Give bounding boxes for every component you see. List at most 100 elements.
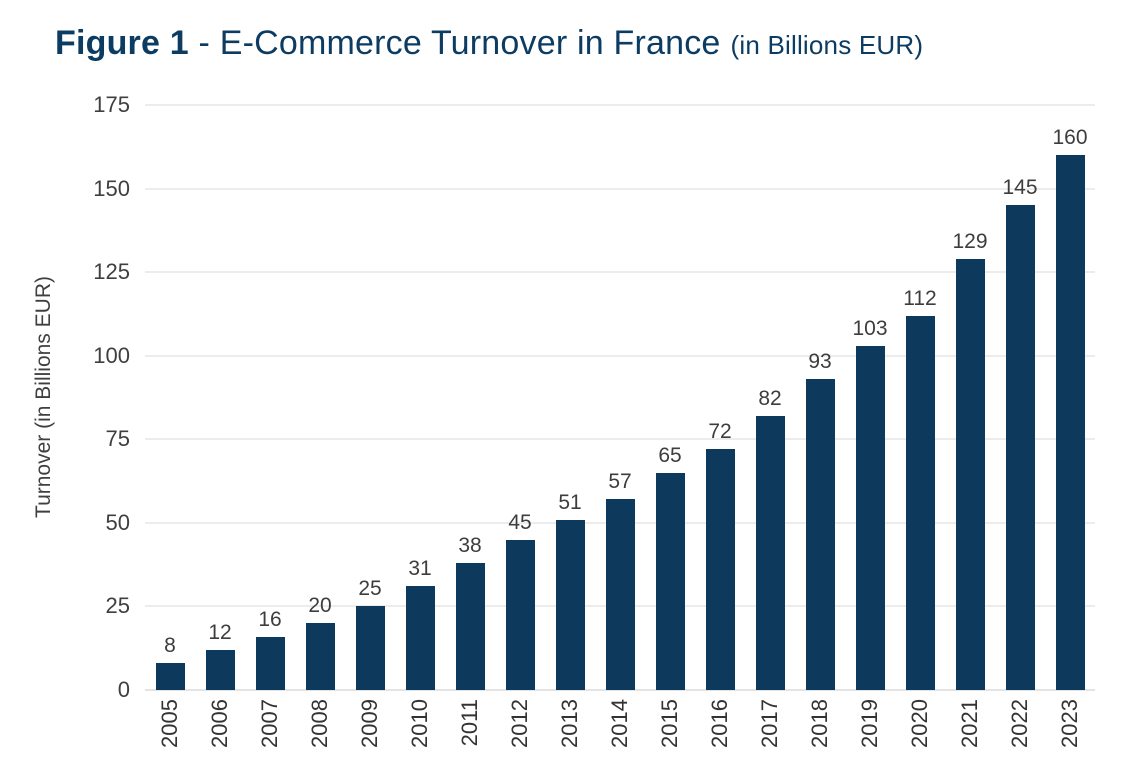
x-tick-slot: 2007 [245,690,295,778]
x-tick-slot: 2019 [845,690,895,778]
y-tick-label: 50 [105,509,130,535]
bar-value-label: 57 [608,470,632,494]
chart-title: Figure 1 - E-Commerce Turnover in France… [55,24,923,63]
bar-slot: 72 [695,105,745,690]
x-tick-slot: 2009 [345,690,395,778]
bar [455,562,485,690]
bar-slot: 129 [945,105,995,690]
y-tick-label: 175 [93,92,130,117]
bar-slot: 25 [345,105,395,690]
x-tick-slot: 2005 [145,690,195,778]
x-tick-label: 2007 [257,699,282,748]
x-tick-slot: 2006 [195,690,245,778]
bar-slot: 8 [145,105,195,690]
x-tick-slot: 2021 [945,690,995,778]
gridline [145,271,1095,273]
y-tick-label: 100 [93,342,130,368]
bar [305,623,335,690]
bar-slot: 82 [745,105,795,690]
title-separator: - [188,24,220,62]
bar [1005,205,1035,690]
x-tick-label: 2012 [507,699,532,748]
bar-value-label: 65 [658,443,682,467]
bar-value-label: 103 [852,316,888,340]
x-tick-label: 2018 [807,699,832,748]
bar-slot: 38 [445,105,495,690]
bar-slot: 160 [1045,105,1095,690]
bar [205,649,235,690]
bar [705,449,735,690]
bar-value-label: 12 [208,620,232,644]
plot-area: 0 25 50 75 100 125 150 175 8 12 16 20 25 31 38 45 51 57 6… [93,94,1095,748]
bar-value-label: 145 [1002,176,1038,200]
x-tick-label: 2005 [157,699,182,748]
bar-slot: 93 [795,105,845,690]
bar-slot: 45 [495,105,545,690]
y-tick-label: 0 [117,677,130,702]
bar-slot: 16 [245,105,295,690]
x-tick-slot: 2017 [745,690,795,778]
bar-slot: 65 [645,105,695,690]
x-tick-slot: 2018 [795,690,845,778]
bar-slot: 31 [395,105,445,690]
bar-value-label: 93 [808,350,832,374]
gridline [145,438,1095,440]
bar [855,345,885,690]
bar-slot: 57 [595,105,645,690]
bar [555,519,585,690]
bar [505,539,535,690]
gridline [145,104,1095,106]
x-tick-slot: 2023 [1045,690,1095,778]
x-tick-label: 2015 [657,699,682,748]
title-unit-label: (in Billions EUR) [730,30,924,60]
x-tick-label: 2017 [757,699,782,748]
x-tick-label: 2009 [357,699,382,748]
bar [355,606,385,690]
bar-value-label: 45 [508,510,532,534]
gridline [145,689,1095,691]
x-tick-label: 2013 [557,699,582,748]
y-tick-label: 125 [93,259,130,285]
bar [255,636,285,690]
bar-value-label: 112 [903,286,937,310]
bar [955,258,985,690]
bars-row: 8 12 16 20 25 31 38 45 51 57 65 72 82 93 103 112 129 145 1… [145,105,1095,690]
y-tick-label: 75 [105,426,130,452]
bar-slot: 12 [195,105,245,690]
y-tick-label: 150 [93,175,130,201]
x-tick-label: 2019 [857,699,882,748]
x-tick-label: 2011 [457,699,482,747]
bar-value-label: 16 [258,607,282,631]
bar-value-label: 82 [758,386,782,410]
bar [905,315,935,690]
x-tick-slot: 2015 [645,690,695,778]
x-tick-label: 2023 [1057,699,1082,748]
title-main-text: E-Commerce Turnover in France [219,24,721,62]
bar [805,379,835,690]
bar-value-label: 25 [358,577,382,601]
bar-slot: 51 [545,105,595,690]
x-tick-slot: 2016 [695,690,745,778]
bar [655,472,685,690]
bar-value-label: 8 [164,634,176,658]
x-tick-slot: 2010 [395,690,445,778]
x-tick-label: 2020 [907,699,932,748]
x-tick-label: 2022 [1007,699,1032,748]
bar-slot: 145 [995,105,1045,690]
bar [1055,155,1085,690]
bar-slot: 103 [845,105,895,690]
figure-number-label: Figure 1 [55,24,189,62]
bar-value-label: 38 [458,533,482,557]
bar-value-label: 31 [408,557,432,581]
bar [155,663,185,690]
x-tick-slot: 2011 [445,690,495,778]
gridline [145,188,1095,190]
y-tick-label: 25 [105,593,130,619]
x-tick-label: 2014 [607,699,632,748]
bar-value-label: 51 [558,490,582,514]
x-tick-label: 2010 [407,699,432,748]
x-tick-labels: 2005 2006 2007 2008 2009 2010 2011 2012 2013 2014… [145,690,1095,778]
bar [605,499,635,690]
x-tick-slot: 2013 [545,690,595,778]
x-tick-slot: 2014 [595,690,645,778]
